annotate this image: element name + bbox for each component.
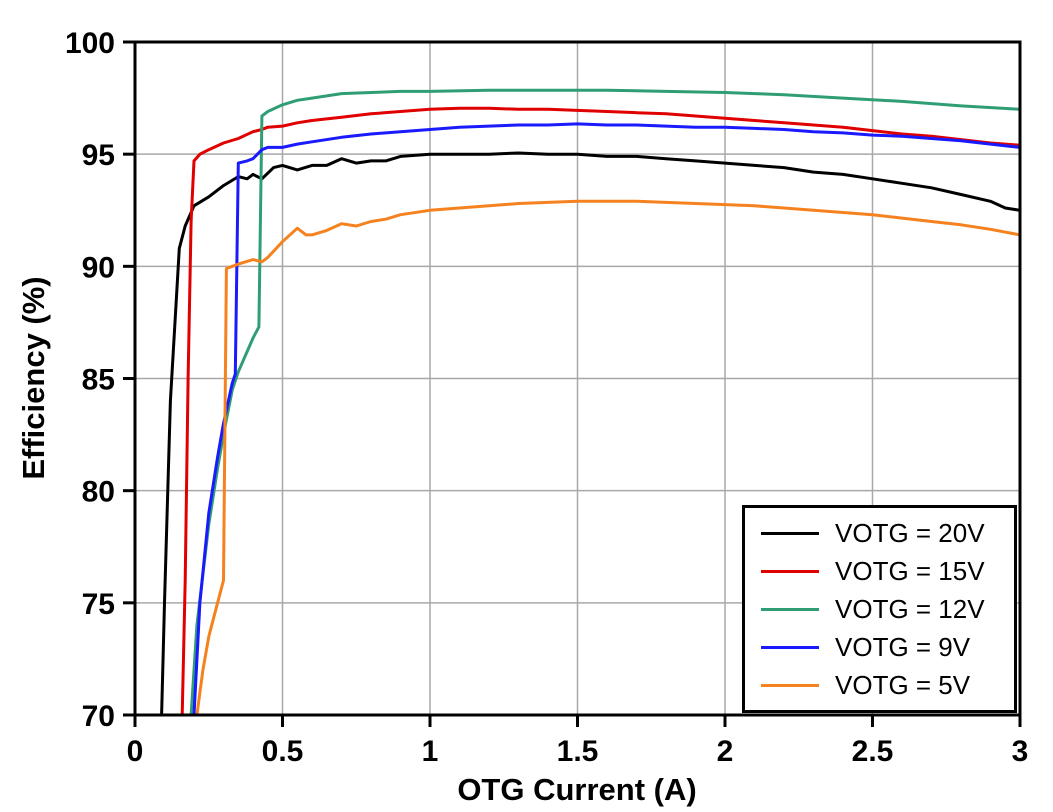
legend-label: VOTG = 15V xyxy=(835,556,985,586)
svg-text:100: 100 xyxy=(65,27,115,60)
svg-text:1: 1 xyxy=(422,735,439,768)
legend-item: VOTG = 15V xyxy=(761,558,1004,584)
legend-label: VOTG = 9V xyxy=(835,632,971,662)
svg-text:85: 85 xyxy=(82,364,115,397)
svg-text:2: 2 xyxy=(717,735,734,768)
legend-line-swatch xyxy=(761,683,819,687)
svg-text:3: 3 xyxy=(1012,735,1029,768)
svg-text:0.5: 0.5 xyxy=(262,735,304,768)
legend: VOTG = 20V VOTG = 15V VOTG = 12V VOTG = 9V V… xyxy=(742,505,1017,713)
legend-line-swatch xyxy=(761,569,819,573)
legend-label: VOTG = 5V xyxy=(835,670,971,700)
y-axis-title: Efficiency (%) xyxy=(16,276,51,480)
legend-item: VOTG = 20V xyxy=(761,520,1004,546)
legend-item: VOTG = 5V xyxy=(761,672,1004,698)
legend-line-swatch xyxy=(761,607,819,611)
svg-text:80: 80 xyxy=(82,476,115,509)
legend-line-swatch xyxy=(761,531,819,535)
legend-label: VOTG = 12V xyxy=(835,594,985,624)
svg-text:75: 75 xyxy=(82,588,115,621)
svg-text:95: 95 xyxy=(82,139,115,172)
svg-text:70: 70 xyxy=(82,700,115,733)
legend-line-swatch xyxy=(761,645,819,649)
svg-text:1.5: 1.5 xyxy=(557,735,599,768)
legend-label: VOTG = 20V xyxy=(835,518,985,548)
svg-text:90: 90 xyxy=(82,251,115,284)
svg-text:0: 0 xyxy=(127,735,144,768)
legend-item: VOTG = 9V xyxy=(761,634,1004,660)
legend-item: VOTG = 12V xyxy=(761,596,1004,622)
x-axis-title: OTG Current (A) xyxy=(457,772,697,807)
svg-text:2.5: 2.5 xyxy=(852,735,894,768)
